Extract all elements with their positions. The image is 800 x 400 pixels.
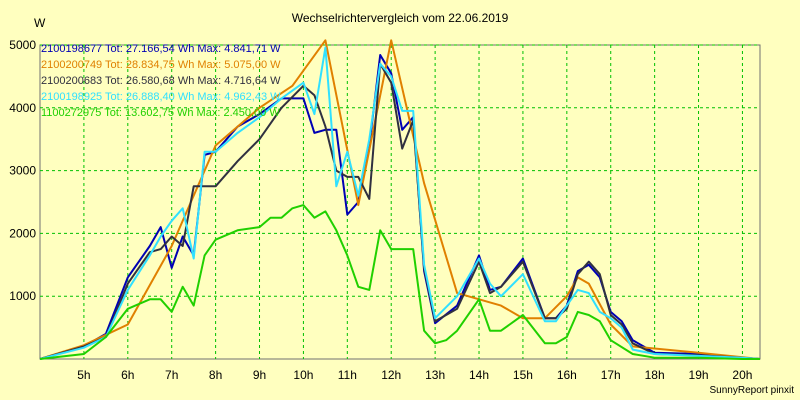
x-tick-label: 19h — [689, 368, 709, 382]
chart-title: Wechselrichtervergleich vom 22.06.2019 — [291, 11, 509, 25]
y-tick-label: 2000 — [9, 226, 36, 240]
x-tick-label: 9h — [253, 368, 266, 382]
y-tick-label: 5000 — [9, 38, 36, 52]
x-tick-label: 7h — [165, 368, 178, 382]
series-line-4 — [39, 46, 761, 360]
legend-entry-2: 2100200749 Tot: 28.834,75 Wh Max: 5.075,… — [41, 59, 281, 71]
x-tick-label: 6h — [121, 368, 134, 382]
x-tick-label: 18h — [645, 368, 665, 382]
legend-entry-1: 2100198677 Tot: 27.166,54 Wh Max: 4.841,… — [41, 43, 281, 55]
y-axis-unit-label: W — [34, 16, 46, 30]
x-tick-label: 16h — [557, 368, 577, 382]
x-tick-label: 8h — [209, 368, 222, 382]
x-axis: 5h 6h 7h 8h 9h 10h 11h 12h 13h 14h 15h 16h 17h 18h 19h… — [77, 368, 752, 382]
y-axis: 1000 2000 3000 4000 5000 — [9, 38, 36, 303]
x-tick-label: 17h — [601, 368, 621, 382]
x-tick-label: 13h — [425, 368, 445, 382]
chart-credit: SunnyReport pinxit — [709, 385, 795, 396]
series-line-1 — [39, 54, 761, 360]
series-line-2 — [39, 39, 761, 360]
y-tick-label: 3000 — [9, 164, 36, 178]
x-tick-label: 14h — [469, 368, 489, 382]
y-tick-label: 1000 — [9, 289, 36, 303]
y-tick-label: 4000 — [9, 101, 36, 115]
x-tick-label: 11h — [338, 368, 357, 382]
grid — [40, 44, 760, 359]
series-line-5 — [39, 204, 760, 360]
x-tick-label: 15h — [513, 368, 533, 382]
x-tick-label: 10h — [293, 368, 313, 382]
legend-entry-3: 2100200683 Tot: 26.580,68 Wh Max: 4.716,… — [41, 75, 281, 87]
x-tick-label: 5h — [77, 368, 90, 382]
legend-entry-4: 2100198925 Tot: 26.888,40 Wh Max: 4.962,… — [41, 91, 281, 103]
x-tick-label: 12h — [381, 368, 401, 382]
plot-area — [39, 44, 761, 360]
legend: 2100198677 Tot: 27.166,54 Wh Max: 4.841,… — [41, 43, 281, 119]
series-group — [39, 39, 761, 360]
x-tick-label: 20h — [732, 368, 752, 382]
legend-entry-5: 1100272975 Tot: 13.602,75 Wh Max: 2.450,… — [41, 107, 280, 119]
